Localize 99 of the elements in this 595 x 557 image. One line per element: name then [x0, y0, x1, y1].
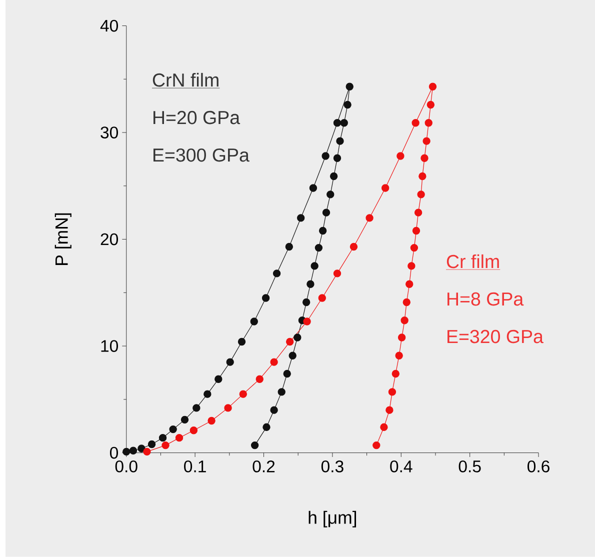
y-axis-title: P [mN] — [54, 214, 72, 266]
y-tick-label: 10 — [101, 340, 118, 352]
annotation: E=320 GPa — [448, 330, 544, 344]
point — [148, 440, 156, 448]
point — [175, 434, 184, 442]
point — [366, 214, 374, 222]
point — [346, 82, 354, 91]
point — [406, 280, 414, 288]
y-tick-label: 30 — [100, 126, 118, 139]
point — [380, 423, 388, 432]
point — [417, 190, 425, 198]
x-tick-label: 0.4 — [390, 460, 412, 472]
x-tick-label: 0.5 — [458, 460, 481, 472]
point — [318, 294, 326, 302]
point — [309, 184, 318, 192]
point — [340, 119, 348, 127]
point — [162, 442, 170, 450]
annotation: E=300 GPa — [154, 148, 250, 162]
point — [398, 334, 406, 342]
point — [288, 352, 296, 360]
point — [306, 280, 314, 288]
point — [238, 338, 246, 346]
y-tick-label: 20 — [100, 233, 118, 246]
point — [408, 262, 416, 270]
point — [296, 214, 305, 222]
point — [424, 119, 432, 127]
point — [322, 208, 330, 217]
point — [204, 390, 212, 398]
point — [224, 404, 232, 412]
point — [192, 404, 200, 412]
point — [396, 152, 404, 160]
point — [386, 406, 394, 414]
annotation: H=8 GPa — [448, 292, 524, 306]
point — [330, 172, 338, 180]
point — [294, 334, 302, 342]
point — [314, 244, 323, 252]
point — [262, 423, 270, 432]
point — [129, 446, 138, 455]
annotation: H=20 GPa — [154, 111, 240, 124]
point — [414, 208, 422, 217]
point — [418, 172, 426, 180]
point — [402, 298, 410, 306]
point — [262, 294, 270, 302]
point — [422, 137, 430, 145]
point — [318, 226, 327, 235]
point — [278, 388, 286, 396]
point — [270, 406, 278, 414]
x-axis-title: h [μm] — [308, 510, 356, 528]
point — [388, 388, 396, 396]
point — [412, 226, 420, 235]
point — [428, 82, 437, 91]
point — [239, 390, 247, 398]
text: CrN film — [152, 73, 218, 87]
point — [143, 448, 151, 456]
point — [395, 352, 403, 360]
point — [256, 375, 264, 384]
x-tick-label: 0.0 — [115, 460, 138, 472]
point — [333, 154, 342, 162]
y-tick-label: 40 — [100, 20, 118, 32]
point — [333, 270, 342, 278]
point — [138, 444, 146, 452]
point — [310, 262, 318, 270]
point — [420, 154, 428, 162]
x-tick-label: 0.1 — [184, 460, 206, 472]
point — [158, 434, 167, 442]
point — [286, 338, 294, 346]
point — [412, 119, 420, 127]
point — [169, 426, 177, 434]
series-label: Cr film — [446, 254, 499, 268]
point — [344, 101, 352, 109]
point — [214, 375, 222, 384]
point — [303, 318, 311, 326]
x-tick-label: 0.3 — [321, 460, 344, 472]
point — [392, 370, 400, 378]
point — [302, 298, 310, 306]
point — [381, 184, 390, 192]
point — [208, 417, 216, 425]
point — [322, 152, 330, 160]
y-tick-label: 0 — [110, 446, 118, 459]
point — [272, 270, 281, 278]
point — [285, 242, 294, 251]
point — [350, 242, 358, 251]
point — [226, 358, 234, 366]
point — [190, 426, 198, 434]
point — [410, 244, 418, 252]
point — [250, 318, 258, 326]
point — [122, 448, 130, 456]
point — [372, 442, 380, 450]
point — [270, 358, 278, 366]
point — [400, 316, 408, 324]
point — [283, 370, 291, 378]
point — [336, 137, 344, 145]
point — [426, 101, 435, 109]
x-tick-label: 0.2 — [252, 460, 275, 472]
point — [333, 119, 342, 127]
point — [180, 416, 189, 424]
x-tick-label: 0.6 — [528, 460, 550, 472]
point — [326, 190, 334, 198]
point — [250, 442, 259, 450]
